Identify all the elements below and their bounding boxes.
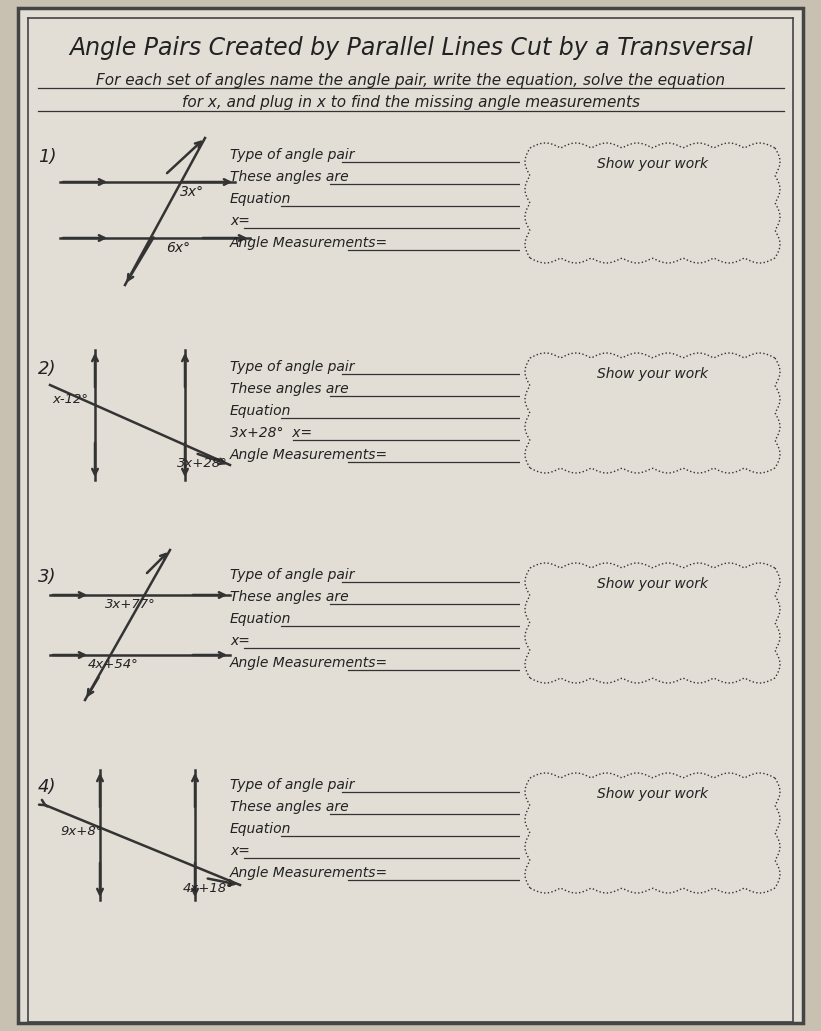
Text: Type of angle pair: Type of angle pair bbox=[230, 778, 355, 792]
Text: 3x°: 3x° bbox=[180, 185, 204, 199]
Text: Show your work: Show your work bbox=[597, 367, 708, 381]
Text: 3x+77°: 3x+77° bbox=[105, 598, 156, 611]
Text: 6x°: 6x° bbox=[166, 241, 190, 255]
Text: Show your work: Show your work bbox=[597, 157, 708, 171]
Text: 3): 3) bbox=[38, 568, 57, 586]
Text: Angle Measurements=: Angle Measurements= bbox=[230, 448, 388, 462]
Text: 3x+28°: 3x+28° bbox=[177, 457, 227, 470]
Text: 4x+54°: 4x+54° bbox=[88, 658, 139, 671]
Text: Angle Measurements=: Angle Measurements= bbox=[230, 236, 388, 250]
Text: Angle Measurements=: Angle Measurements= bbox=[230, 656, 388, 670]
Text: 4): 4) bbox=[38, 778, 57, 796]
Text: 2): 2) bbox=[38, 360, 57, 378]
Text: x=: x= bbox=[230, 844, 250, 858]
FancyBboxPatch shape bbox=[18, 8, 803, 1023]
Text: Type of angle pair: Type of angle pair bbox=[230, 568, 355, 583]
Text: Show your work: Show your work bbox=[597, 577, 708, 591]
Text: Equation: Equation bbox=[230, 822, 291, 836]
Text: Type of angle pair: Type of angle pair bbox=[230, 148, 355, 162]
Text: Angle Measurements=: Angle Measurements= bbox=[230, 866, 388, 880]
Text: x=: x= bbox=[230, 634, 250, 648]
Text: These angles are: These angles are bbox=[230, 800, 349, 814]
FancyBboxPatch shape bbox=[520, 558, 785, 688]
FancyBboxPatch shape bbox=[520, 768, 785, 898]
Text: These angles are: These angles are bbox=[230, 383, 349, 396]
Text: Equation: Equation bbox=[230, 404, 291, 418]
Text: These angles are: These angles are bbox=[230, 590, 349, 604]
FancyBboxPatch shape bbox=[520, 138, 785, 268]
Text: for x, and plug in x to find the missing angle measurements: for x, and plug in x to find the missing… bbox=[182, 96, 640, 110]
Text: Angle Pairs Created by Parallel Lines Cut by a Transversal: Angle Pairs Created by Parallel Lines Cu… bbox=[69, 36, 753, 60]
Text: 4x+18°: 4x+18° bbox=[183, 882, 234, 895]
Text: x=: x= bbox=[230, 214, 250, 228]
Text: 9x+8°: 9x+8° bbox=[60, 825, 103, 838]
Text: Equation: Equation bbox=[230, 192, 291, 206]
Text: Type of angle pair: Type of angle pair bbox=[230, 360, 355, 374]
Text: 1): 1) bbox=[38, 148, 57, 166]
Text: Show your work: Show your work bbox=[597, 787, 708, 801]
Text: For each set of angles name the angle pair, write the equation, solve the equati: For each set of angles name the angle pa… bbox=[97, 72, 726, 88]
FancyBboxPatch shape bbox=[520, 348, 785, 478]
Text: 3x+28°  x=: 3x+28° x= bbox=[230, 426, 312, 440]
Text: These angles are: These angles are bbox=[230, 170, 349, 184]
Text: Equation: Equation bbox=[230, 612, 291, 626]
Text: x-12°: x-12° bbox=[52, 393, 88, 406]
